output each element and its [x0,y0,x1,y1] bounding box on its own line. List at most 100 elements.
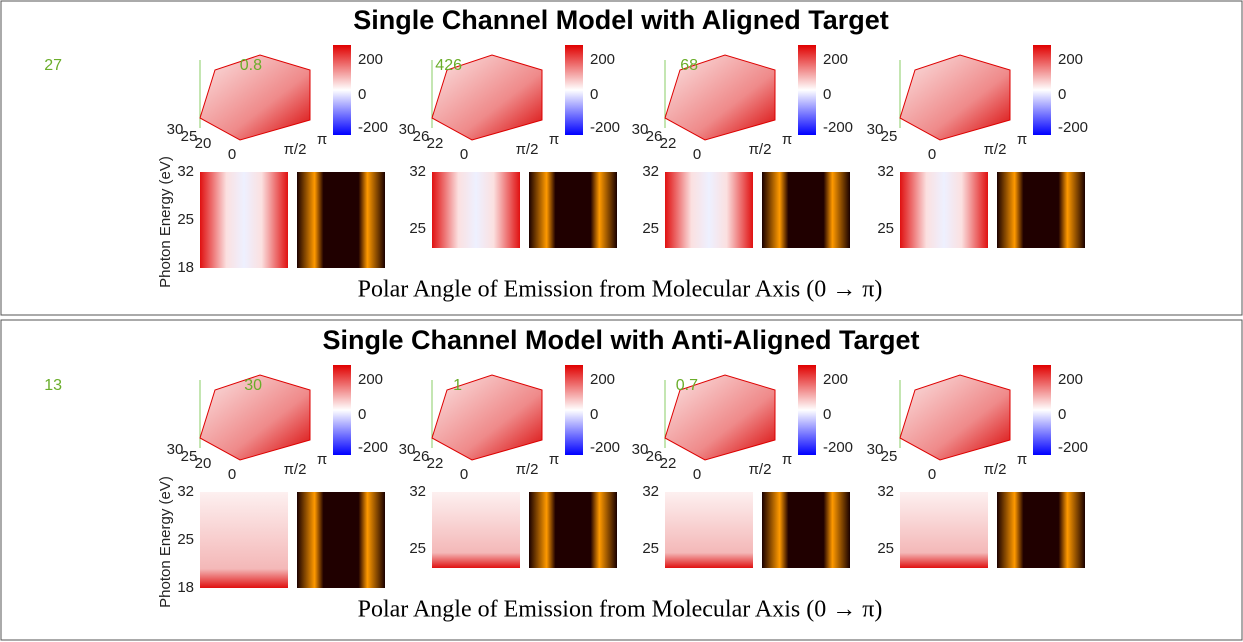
z-max-label: 1 [453,377,462,394]
surface [664,54,776,141]
colorbar-tick-label: 0 [590,406,598,423]
y-axis-label: Photon Energy (eV) [157,476,174,608]
phase-map [665,492,753,568]
angle-tick-label: π/2 [749,141,772,158]
phase-map [665,172,753,248]
panel-title: Single Channel Model with Aligned Target [353,5,889,35]
depth-tick-label: 30 [399,441,416,458]
depth-tick-label: 22 [427,455,444,472]
colorbar-tick-label: 0 [358,86,366,103]
depth-tick-label: 22 [427,135,444,152]
colorbar [1033,365,1051,455]
colorbar-tick-label: 200 [1058,371,1083,388]
map-y-tick-label: 32 [642,483,659,500]
intensity-map [997,172,1085,248]
colorbar [333,45,351,135]
colorbar-tick-label: 0 [1058,406,1066,423]
angle-tick-label: π/2 [284,141,307,158]
colorbar [798,365,816,455]
angle-tick-label: π/2 [284,461,307,478]
colorbar-tick-label: -200 [358,439,388,456]
depth-tick-label: 30 [399,121,416,138]
depth-tick-label: 30 [632,121,649,138]
angle-tick-label: π/2 [749,461,772,478]
map-y-tick-label: 18 [177,259,194,276]
colorbar-tick-label: -200 [823,439,853,456]
angle-tick-label: 0 [928,146,936,163]
phase-map [900,172,988,248]
depth-tick-label: 26 [646,128,663,145]
map-y-tick-label: 25 [409,220,426,237]
z-max-label: 13 [44,377,62,394]
map-y-tick-label: 32 [409,483,426,500]
x-axis-label: Polar Angle of Emission from Molecular A… [358,277,883,303]
colorbar-tick-label: -200 [590,119,620,136]
colorbar-tick-label: -200 [823,119,853,136]
z-max-label: 30 [244,377,262,394]
colorbar-tick-label: 0 [590,86,598,103]
surface [899,54,1011,141]
depth-tick-label: 30 [167,441,184,458]
angle-tick-label: 0 [693,146,701,163]
angle-tick-label: 0 [228,146,236,163]
colorbar [1033,45,1051,135]
map-y-tick-label: 32 [177,483,194,500]
intensity-map [529,492,617,568]
depth-tick-label: 25 [881,128,898,145]
depth-tick-label: 26 [646,448,663,465]
angle-tick-label: π [549,451,559,468]
phase-map [200,492,288,588]
intensity-map [997,492,1085,568]
colorbar-tick-label: 200 [1058,51,1083,68]
colorbar-tick-label: 200 [823,51,848,68]
angle-tick-label: 0 [460,146,468,163]
map-y-tick-label: 25 [642,540,659,557]
z-max-label: 426 [435,57,462,74]
depth-tick-label: 25 [181,448,198,465]
colorbar-tick-label: 200 [590,371,615,388]
angle-tick-label: π [782,451,792,468]
depth-tick-label: 30 [867,121,884,138]
map-y-tick-label: 32 [877,483,894,500]
intensity-map [762,172,850,248]
z-max-label: 0.7 [676,377,698,394]
map-y-tick-label: 25 [877,220,894,237]
colorbar-tick-label: 200 [590,51,615,68]
surface [431,374,543,461]
depth-tick-label: 26 [413,448,430,465]
map-y-tick-label: 25 [177,531,194,548]
depth-tick-label: 30 [632,441,649,458]
x-axis-label: Polar Angle of Emission from Molecular A… [358,597,883,623]
panel-frame [0,319,1243,641]
colorbar [798,45,816,135]
map-y-tick-label: 25 [642,220,659,237]
intensity-map [529,172,617,248]
colorbar-tick-label: 200 [358,51,383,68]
colorbar-tick-label: -200 [590,439,620,456]
angle-tick-label: π [1017,131,1027,148]
surface [431,54,543,141]
map-y-tick-label: 32 [877,163,894,180]
colorbar-tick-label: -200 [1058,119,1088,136]
phase-map [900,492,988,568]
angle-tick-label: π/2 [984,461,1007,478]
map-y-tick-label: 32 [642,163,659,180]
depth-tick-label: 30 [867,441,884,458]
colorbar-tick-label: 200 [358,371,383,388]
phase-map [200,172,288,268]
colorbar-tick-label: 200 [823,371,848,388]
intensity-map [762,492,850,568]
phase-map [432,172,520,248]
angle-tick-label: π/2 [516,461,539,478]
angle-tick-label: 0 [460,466,468,483]
angle-tick-label: π [549,131,559,148]
angle-tick-label: 0 [228,466,236,483]
colorbar-tick-label: 0 [823,406,831,423]
z-max-label: 0.8 [240,57,262,74]
depth-tick-label: 20 [195,135,212,152]
depth-tick-label: 30 [167,121,184,138]
surface [199,54,311,141]
panel-title: Single Channel Model with Anti-Aligned T… [323,325,920,355]
angle-tick-label: π [317,451,327,468]
map-y-tick-label: 32 [409,163,426,180]
